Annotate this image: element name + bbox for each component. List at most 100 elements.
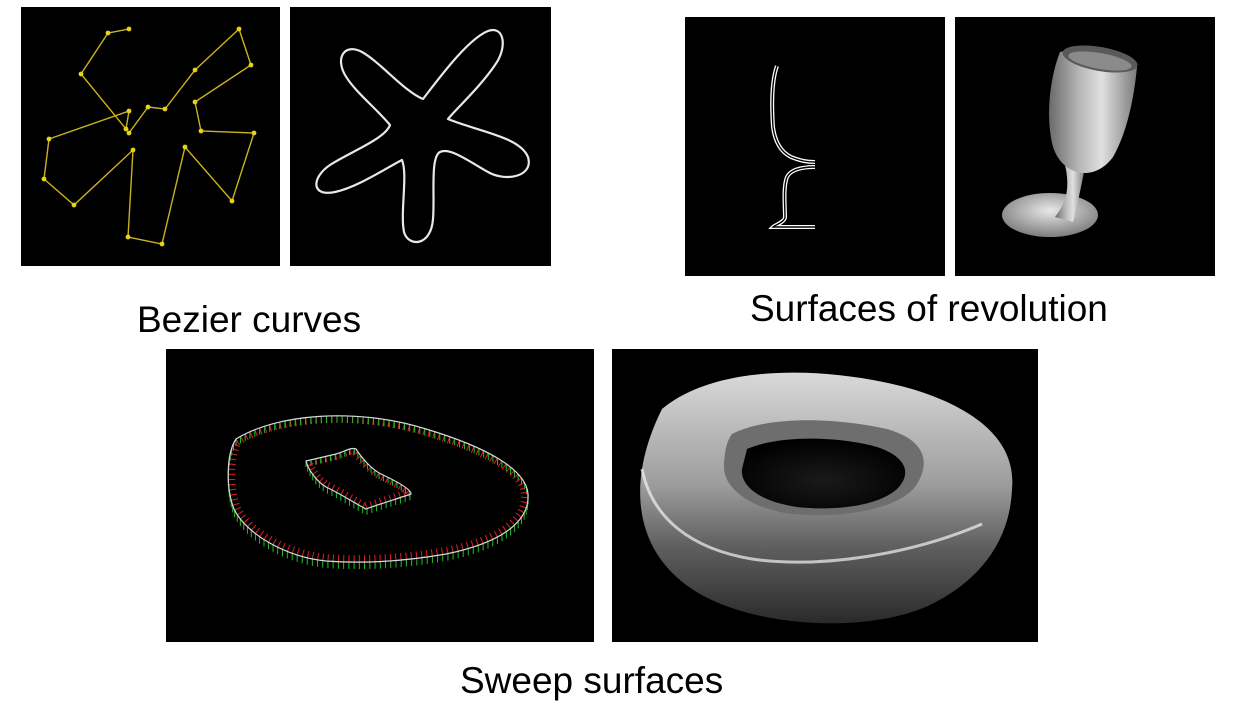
- frame-axis: [228, 463, 236, 466]
- revolution-caption: Surfaces of revolution: [750, 288, 1108, 329]
- frame-axis: [349, 494, 353, 500]
- frame-axis: [331, 484, 336, 491]
- sweep-frame-diagram: [227, 415, 529, 570]
- frame-axis: [405, 552, 407, 560]
- frame-axis: [315, 474, 321, 479]
- frame-axis: [394, 553, 397, 561]
- frame-axis: [229, 488, 237, 491]
- frame-axis: [517, 508, 525, 514]
- profile-curve-lower: [768, 165, 816, 229]
- frame-axis: [263, 533, 269, 540]
- frame-axis: [254, 527, 261, 534]
- frame-axis: [301, 549, 305, 557]
- frame-axis: [291, 546, 296, 554]
- control-point: [46, 136, 52, 142]
- frame-axis: [502, 525, 507, 532]
- frame-axis: [322, 480, 328, 486]
- frame-axis: [509, 519, 515, 526]
- frame-axis: [240, 436, 245, 443]
- control-point: [78, 71, 84, 77]
- frame-axis: [505, 522, 512, 529]
- frame-axis: [397, 484, 402, 490]
- frame-axis: [509, 470, 515, 476]
- control-point: [125, 234, 131, 240]
- frame-axis: [402, 490, 406, 497]
- frame-axis: [501, 463, 507, 470]
- control-point: [126, 108, 132, 114]
- control-point: [123, 126, 129, 132]
- control-point: [126, 130, 132, 136]
- control-point: [251, 130, 257, 136]
- frame-axis: [489, 455, 494, 462]
- frame-axis: [309, 466, 316, 471]
- frame-axis: [247, 521, 253, 528]
- frame-axis: [272, 538, 277, 546]
- frame-axis: [451, 545, 454, 553]
- sweep-caption: Sweep surfaces: [460, 660, 724, 701]
- frame-axis: [243, 517, 250, 524]
- frame-axis: [519, 486, 527, 490]
- control-point: [105, 30, 111, 36]
- sweep-surface: [640, 372, 1013, 624]
- frame-axis: [484, 452, 489, 460]
- frame-axis: [231, 448, 239, 452]
- revolution-profile-panel: [685, 17, 945, 276]
- frame-axis: [489, 532, 494, 540]
- frame-axis: [484, 534, 489, 542]
- bezier-curve-path: [315, 28, 530, 244]
- control-point: [236, 26, 242, 32]
- frame-axis: [312, 470, 318, 475]
- frame-axis: [515, 477, 522, 483]
- frame-axis: [393, 493, 397, 500]
- control-point: [126, 26, 132, 32]
- frame-axis: [344, 491, 349, 498]
- control-point: [229, 198, 235, 204]
- frame-axis: [512, 473, 519, 480]
- frame-axis: [480, 536, 484, 544]
- frame-axis: [415, 551, 418, 559]
- revolution-surface-panel: [955, 17, 1215, 276]
- frame-axis: [234, 506, 242, 511]
- frame-axis: [520, 500, 528, 504]
- frame-axis: [228, 483, 236, 486]
- profile-curve-upper: [770, 65, 816, 164]
- frame-axis: [235, 438, 241, 446]
- bezier-curve: [315, 28, 530, 244]
- sweep-frames: [227, 415, 529, 570]
- frame-axis: [362, 501, 366, 508]
- frame-axis: [515, 512, 522, 518]
- bezier-caption: Bezier curves: [137, 299, 362, 340]
- bezier-control-polygon: [41, 26, 257, 247]
- control-point: [248, 62, 254, 68]
- frame-axis: [250, 524, 257, 531]
- frame-axis: [374, 499, 378, 506]
- frame-axis: [475, 538, 479, 546]
- frame-axis: [327, 482, 331, 488]
- frame-axis: [317, 552, 320, 560]
- control-polygon-line: [43, 27, 255, 245]
- frame-axis: [446, 546, 449, 554]
- frame-axis: [335, 486, 340, 493]
- frame-axis: [306, 550, 310, 558]
- frame-axis: [512, 516, 519, 522]
- frame-axis: [296, 548, 300, 556]
- control-point: [159, 241, 165, 247]
- goblet-bowl: [1049, 48, 1137, 174]
- frame-axis: [505, 466, 511, 473]
- control-point: [130, 147, 136, 153]
- frame-axis: [366, 466, 372, 472]
- frame-axis: [441, 547, 444, 555]
- goblet-base: [1002, 193, 1098, 237]
- frame-axis: [286, 544, 291, 552]
- sweep-frames-panel: [166, 349, 594, 642]
- sweep-path-outer: [227, 415, 529, 563]
- frame-axis: [517, 482, 525, 487]
- frame-axis: [480, 450, 485, 458]
- frame-axis: [307, 462, 314, 467]
- control-point: [162, 106, 168, 112]
- frame-axis: [430, 549, 433, 557]
- frame-axis: [519, 505, 527, 509]
- frame-axis: [470, 540, 474, 548]
- frame-axis: [465, 541, 469, 549]
- frame-axis: [362, 463, 368, 469]
